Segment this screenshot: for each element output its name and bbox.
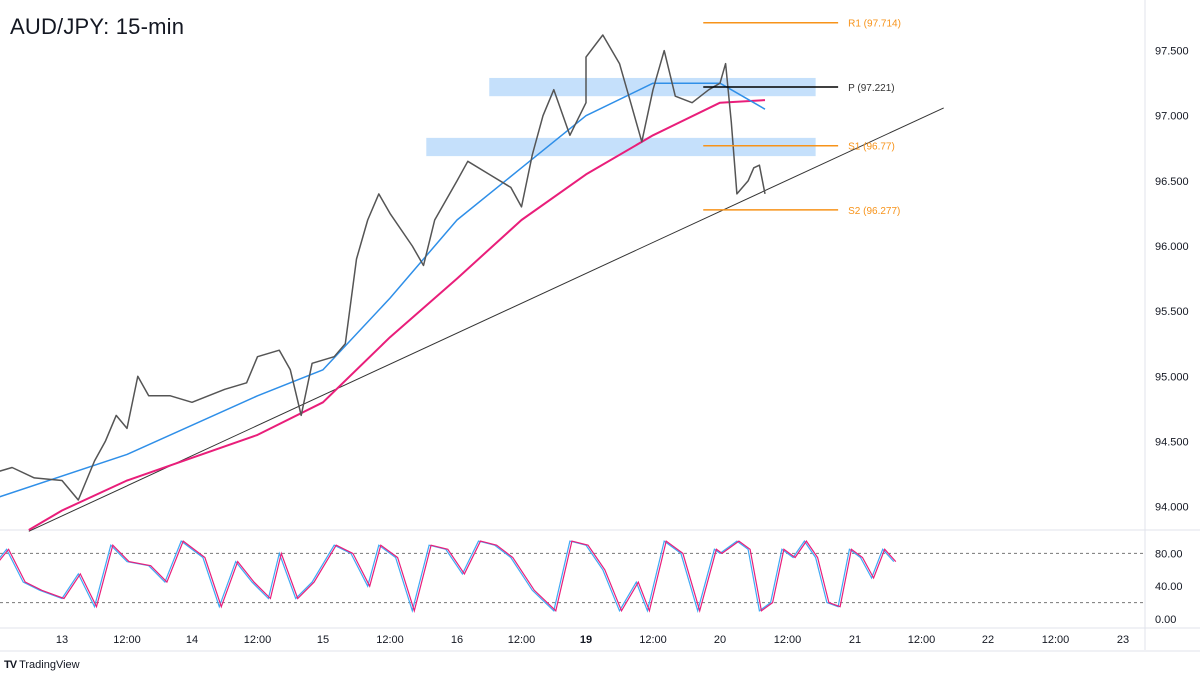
time-tick-label: 12:00 <box>244 634 272 646</box>
pivot-label: S2 (96.277) <box>848 206 900 217</box>
price-tick-label: 95.500 <box>1155 306 1189 318</box>
pivot-label: R1 (97.714) <box>848 19 901 30</box>
time-tick-label: 12:00 <box>774 634 802 646</box>
time-tick-label: 12:00 <box>113 634 141 646</box>
time-tick-label: 12:00 <box>639 634 667 646</box>
price-tick-label: 95.000 <box>1155 371 1189 383</box>
time-tick-label: 12:00 <box>376 634 404 646</box>
time-tick-label: 12:00 <box>908 634 936 646</box>
time-tick-label: 21 <box>849 634 861 646</box>
moving-average-slow <box>28 99 766 531</box>
pivot-label: P (97.221) <box>848 83 895 94</box>
time-tick-label: 22 <box>982 634 994 646</box>
time-tick-label: 15 <box>317 634 329 646</box>
price-tick-label: 94.000 <box>1155 502 1189 514</box>
chart-title: AUD/JPY: 15-min <box>10 14 185 39</box>
price-tick-label: 96.000 <box>1155 241 1189 253</box>
price-tick-label: 97.000 <box>1155 111 1189 123</box>
price-tick-label: 97.500 <box>1155 46 1189 58</box>
brand-label: TradingView <box>19 659 80 671</box>
support-resistance-zone <box>426 137 816 157</box>
time-tick-label: 16 <box>451 634 463 646</box>
time-tick-label: 13 <box>56 634 68 646</box>
price-tick-label: 96.500 <box>1155 176 1189 188</box>
stoch-tick-label: 80.00 <box>1155 548 1183 560</box>
price-series <box>0 34 766 501</box>
tradingview-logo-icon: TV <box>4 659 17 671</box>
stoch-d-line <box>0 540 897 614</box>
time-tick-label: 19 <box>580 634 592 646</box>
stoch-tick-label: 0.00 <box>1155 614 1176 626</box>
tradingview-logo[interactable]: TV TradingView <box>4 659 80 671</box>
price-tick-label: 94.500 <box>1155 436 1189 448</box>
time-tick-label: 12:00 <box>1042 634 1070 646</box>
time-tick-label: 12:00 <box>508 634 536 646</box>
time-tick-label: 20 <box>714 634 726 646</box>
moving-average-fast <box>0 82 766 498</box>
stoch-tick-label: 40.00 <box>1155 581 1183 593</box>
time-tick-label: 14 <box>186 634 198 646</box>
pivot-label: S1 (96.77) <box>848 142 895 153</box>
time-tick-label: 23 <box>1117 634 1129 646</box>
